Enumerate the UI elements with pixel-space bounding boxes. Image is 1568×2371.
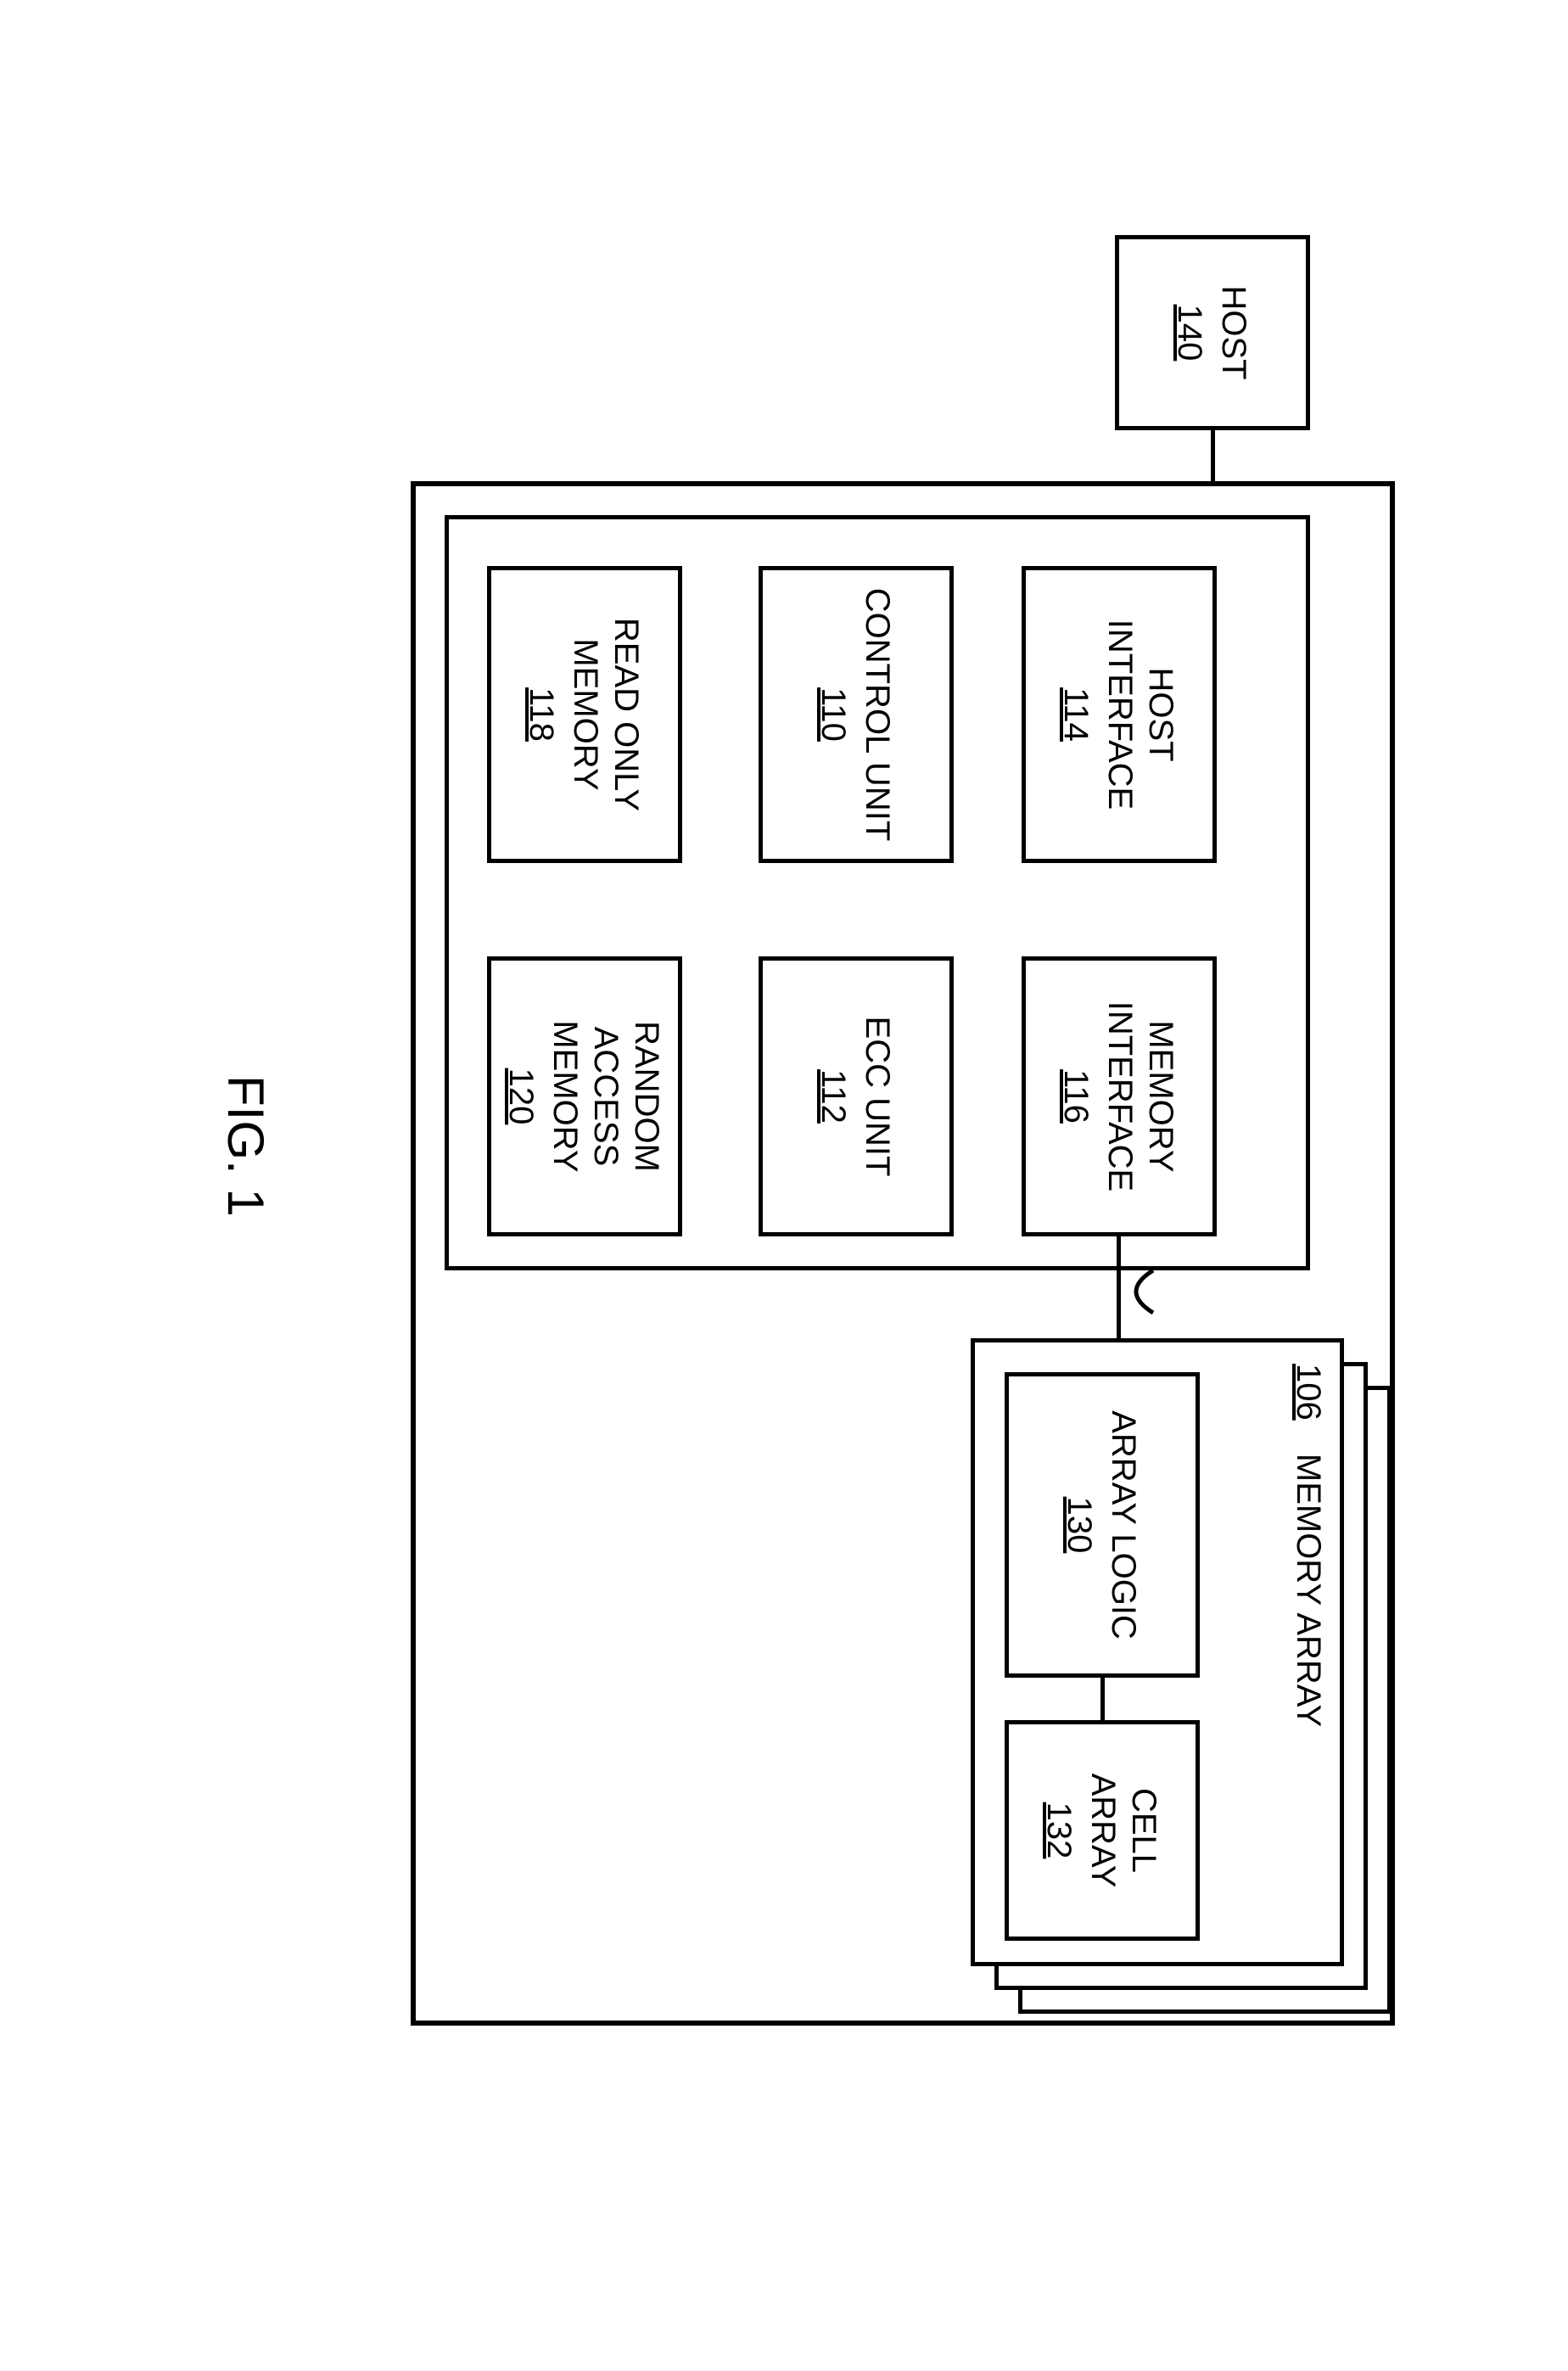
control-unit-ref: 110 <box>815 687 853 742</box>
host-interface-l2: INTERFACE <box>1100 619 1141 810</box>
rom-label: READ ONLY MEMORY <box>566 570 647 859</box>
memory-interface-label: MEMORY INTERFACE <box>1100 961 1182 1232</box>
cell-array-l2: ARRAY <box>1084 1774 1124 1888</box>
rom-box: READ ONLY MEMORY 118 <box>487 566 682 863</box>
ram-box: RANDOM ACCESS MEMORY 120 <box>487 956 682 1236</box>
memory-array-ref: 106 <box>1290 1364 1327 1421</box>
array-logic-box: ARRAY LOGIC 130 <box>1005 1372 1200 1678</box>
control-unit-label: CONTROL UNIT <box>858 588 899 842</box>
host-ref: 140 <box>1171 305 1209 362</box>
conn-al-ca <box>1100 1678 1105 1720</box>
host-box: HOST 140 <box>1115 235 1310 430</box>
cell-array-box: CELL ARRAY 132 <box>1005 1720 1200 1941</box>
ecc-unit-label: ECC UNIT <box>858 1017 899 1177</box>
memory-interface-ref: 116 <box>1057 1069 1095 1124</box>
cell-array-l1: CELL <box>1124 1788 1165 1873</box>
figure-label: FIG. 1 <box>216 1075 275 1217</box>
host-label: HOST <box>1214 285 1255 379</box>
cell-array-ref: 132 <box>1040 1802 1078 1859</box>
block-diagram: 100 HOST 140 102 CONTROLLER HOST INTERFA… <box>105 167 1463 2204</box>
ram-l2: MEMORY <box>546 1020 586 1172</box>
memory-interface-box: MEMORY INTERFACE 116 <box>1022 956 1217 1236</box>
ecc-unit-ref: 112 <box>815 1069 853 1124</box>
memory-array-label: MEMORY ARRAY <box>1290 1454 1327 1727</box>
control-unit-box: CONTROL UNIT 110 <box>759 566 954 863</box>
host-interface-l1: HOST <box>1141 667 1182 761</box>
ram-ref: 120 <box>502 1068 540 1125</box>
rom-ref: 118 <box>523 687 561 742</box>
bus-arc <box>1115 1266 1157 1317</box>
array-logic-ref: 130 <box>1061 1497 1099 1554</box>
host-interface-ref: 114 <box>1057 687 1095 742</box>
array-logic-label: ARRAY LOGIC <box>1104 1410 1145 1640</box>
ram-l1: RANDOM ACCESS <box>586 961 668 1232</box>
ecc-unit-box: ECC UNIT 112 <box>759 956 954 1236</box>
host-interface-box: HOST INTERFACE 114 <box>1022 566 1217 863</box>
memory-array-title: 106 MEMORY ARRAY <box>1289 1364 1327 1727</box>
